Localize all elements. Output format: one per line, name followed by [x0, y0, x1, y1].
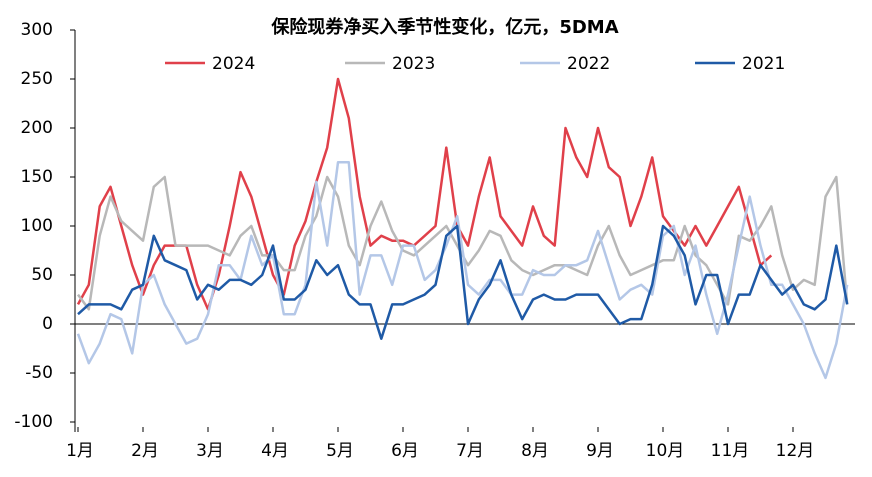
legend-label: 2024 [212, 54, 255, 74]
x-tick-label: 5月 [326, 441, 354, 461]
legend-label: 2022 [567, 54, 610, 74]
x-tick-label: 2月 [131, 441, 159, 461]
y-tick-label: 200 [21, 118, 53, 138]
chart-title: 保险现券净买入季节性变化，亿元，5DMA [270, 16, 618, 38]
y-tick-label: -50 [25, 363, 53, 383]
y-tick-label: 250 [21, 69, 53, 89]
legend-label: 2023 [392, 54, 435, 74]
x-tick-label: 1月 [66, 441, 94, 461]
y-tick-label: 300 [21, 20, 53, 40]
series-line [77, 224, 849, 340]
x-tick-label: 11月 [711, 441, 750, 461]
x-tick-label: 3月 [196, 441, 224, 461]
x-tick-label: 4月 [261, 441, 289, 461]
series-line [76, 77, 773, 311]
x-tick-label: 10月 [646, 441, 685, 461]
x-tick-label: 12月 [776, 441, 815, 461]
legend-label: 2021 [742, 54, 785, 74]
x-tick-label: 7月 [456, 441, 484, 461]
y-tick-label: 50 [31, 265, 53, 285]
x-tick-label: 9月 [586, 441, 614, 461]
y-tick-label: -100 [14, 412, 53, 432]
x-tick-label: 8月 [521, 441, 549, 461]
series-line [76, 161, 849, 380]
y-tick-label: 0 [42, 314, 53, 334]
y-tick-label: 100 [21, 216, 53, 236]
y-tick-label: 150 [21, 167, 53, 187]
x-tick-label: 6月 [391, 441, 419, 461]
